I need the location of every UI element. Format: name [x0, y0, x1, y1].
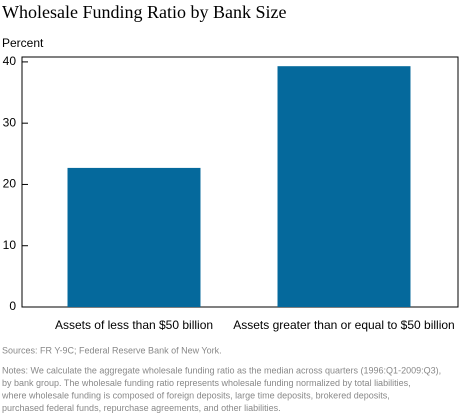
note-line: purchased federal funds, repurchase agre…	[2, 403, 281, 413]
x-tick-label: Assets greater than or equal to $50 bill…	[233, 318, 454, 332]
y-axis-label: Percent	[2, 36, 44, 50]
note-line: where wholesale funding is composed of f…	[1, 390, 390, 400]
source: Sources: FR Y-9C; Federal Reserve Bank o…	[2, 345, 222, 355]
y-tick-label: 30	[3, 115, 17, 129]
chart-title: Wholesale Funding Ratio by Bank Size	[2, 2, 286, 22]
note-line: Notes: We calculate the aggregate wholes…	[2, 365, 441, 375]
note-line: by bank group. The wholesale funding rat…	[2, 378, 411, 388]
bar	[67, 167, 201, 307]
bar	[277, 66, 411, 307]
x-tick-label: Assets of less than $50 billion	[55, 318, 213, 332]
y-tick-label: 0	[9, 299, 16, 313]
y-tick-label: 10	[3, 238, 17, 252]
y-tick-label: 20	[3, 177, 17, 191]
plot-frame	[21, 56, 459, 308]
y-tick-label: 40	[3, 54, 17, 68]
